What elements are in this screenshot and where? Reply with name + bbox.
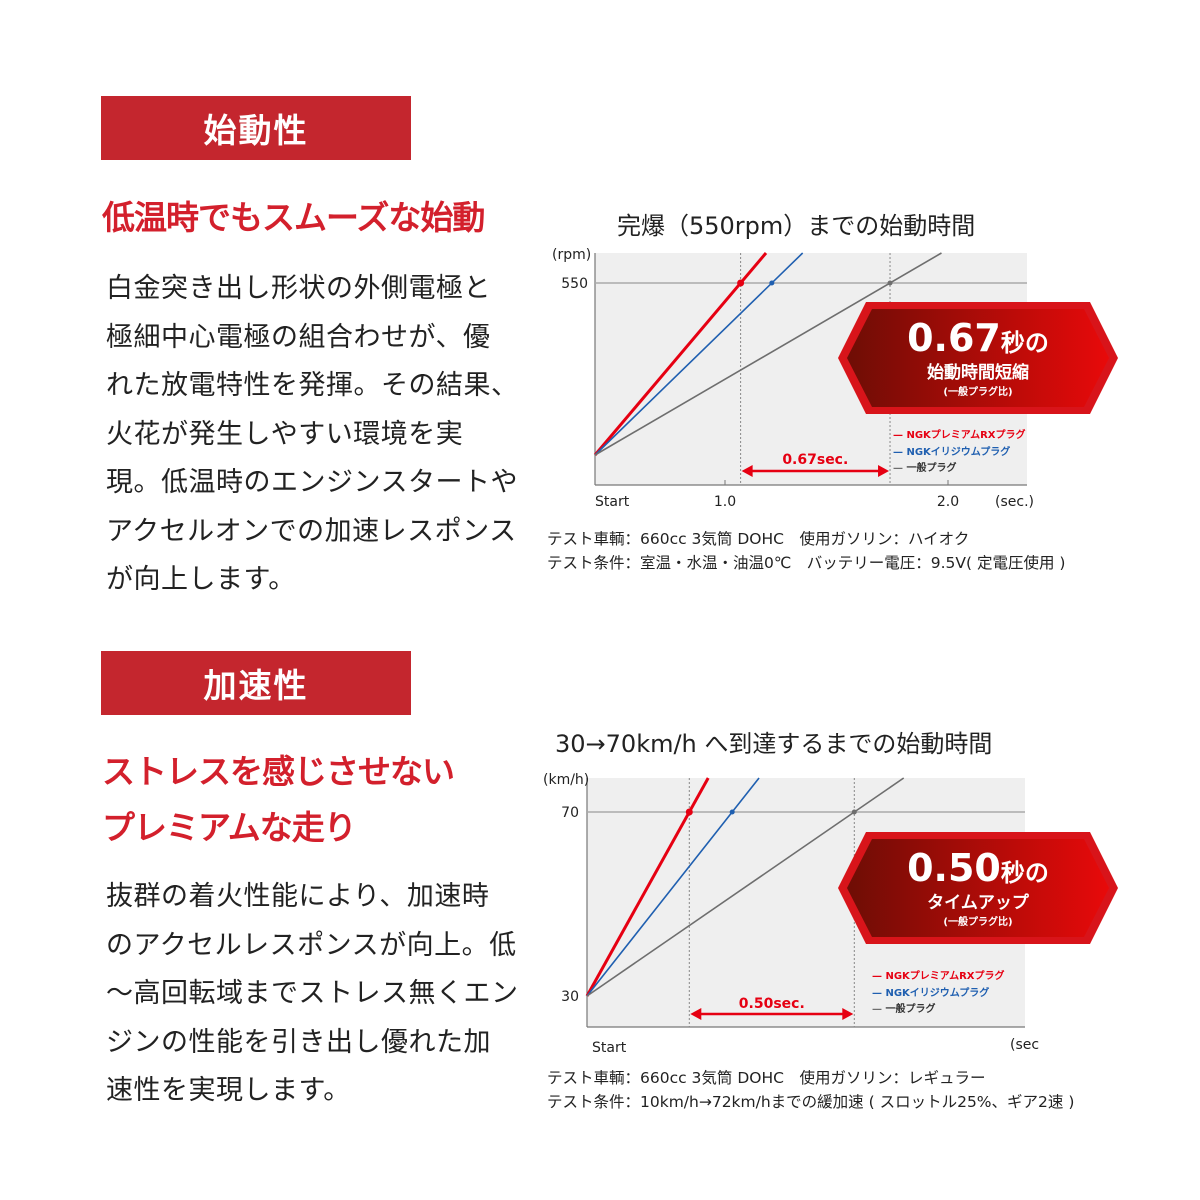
series-point (851, 809, 857, 815)
x-tick-label: Start (592, 1040, 627, 1056)
chart-title: 30→70km/h へ到達するまでの始動時間 (555, 730, 993, 758)
badge-caption: タイムアップ (927, 893, 1029, 913)
chart-legend: — NGKプレミアムRXプラグ — NGKイリジウムプラグ — 一般プラグ (893, 428, 1026, 478)
y-tick-label: 30 (561, 989, 579, 1005)
series-point (769, 280, 775, 286)
series-point (887, 280, 893, 286)
hexagon-badge-shape (838, 832, 1118, 944)
y-tick-label: 550 (561, 276, 588, 292)
body-line: 現。低温時のエンジンスタートや (106, 467, 518, 498)
y-axis-label: (km/h) (543, 772, 589, 788)
section-heading: 低温時でもスムーズな始動 (102, 198, 485, 237)
hexagon-badge-shape (838, 302, 1118, 414)
result-badge: 0.67秒の 始動時間短縮 (一般プラグ比) (836, 300, 1120, 416)
test-vehicle-note: テスト車輌：660cc 3気筒 DOHC 使用ガソリン：レギュラー (547, 1069, 986, 1087)
test-condition-note: テスト条件：室温・水温・油温0℃ バッテリー電圧：9.5V( 定電圧使用 ) (547, 554, 1066, 572)
x-axis-label: (sec.) (1010, 1037, 1040, 1053)
body-line: 白金突き出し形状の外側電極と (106, 273, 491, 304)
body-line: ジンの性能を引き出し優れた加 (106, 1026, 491, 1058)
test-condition-note: テスト条件：10km/h→72km/hまでの緩加速 ( スロットル25%、ギア2… (547, 1093, 1075, 1111)
section-body: 白金突き出し形状の外側電極と 極細中心電極の組合わせが、優 れた放電特性を発揮。… (106, 265, 519, 605)
x-axis-label: (sec.) (995, 494, 1034, 510)
body-line: が向上します。 (106, 564, 296, 595)
series-line (586, 777, 760, 997)
body-line: アクセルオンでの加速レスポンス (106, 515, 517, 547)
legend-item-standard: — 一般プラグ (893, 463, 957, 474)
x-tick-label: Start (595, 494, 630, 510)
body-line: 抜群の着火性能により、加速時 (106, 881, 490, 912)
arrow-head-right (878, 465, 890, 477)
legend-item-standard: — 一般プラグ (872, 1004, 936, 1015)
x-tick-label: 2.0 (937, 494, 959, 510)
chart-title: 完爆（550rpm）までの始動時間 (617, 212, 976, 240)
section-label-starting: 始動性 (101, 96, 411, 160)
badge-note: (一般プラグ比) (943, 917, 1013, 928)
series-point (685, 808, 693, 816)
chart-legend: — NGKプレミアムRXプラグ — NGKイリジウムプラグ — 一般プラグ (872, 969, 1005, 1019)
difference-label: 0.50sec. (739, 996, 805, 1012)
legend-item-premium: — NGKプレミアムRXプラグ (872, 971, 1005, 982)
difference-label: 0.67sec. (782, 452, 848, 468)
badge-note: (一般プラグ比) (943, 387, 1013, 398)
body-line: のアクセルレスポンスが向上。低 (106, 929, 517, 961)
arrow-head-left (741, 465, 753, 477)
section-label-acceleration: 加速性 (101, 651, 411, 715)
result-badge: 0.50秒の タイムアップ (一般プラグ比) (836, 830, 1120, 946)
body-line: れた放電特性を発揮。その結果、 (106, 370, 519, 401)
series-point (737, 279, 745, 287)
series-line (594, 252, 804, 456)
badge-value: 0.50 (907, 846, 1001, 890)
body-line: 〜高回転域までストレス無くエン (106, 978, 519, 1009)
badge-value: 0.67 (907, 316, 1001, 360)
body-line: 火花が発生しやすい環境を実 (106, 418, 464, 450)
section-body: 抜群の着火性能により、加速時 のアクセルレスポンスが向上。低 〜高回転域までスト… (106, 873, 519, 1116)
badge-caption: 始動時間短縮 (927, 363, 1029, 383)
legend-item-iridium: — NGKイリジウムプラグ (872, 987, 990, 999)
body-line: 速性を実現します。 (106, 1075, 351, 1106)
legend-item-iridium: — NGKイリジウムプラグ (893, 446, 1011, 458)
series-point (729, 809, 735, 815)
section-heading: ストレスを感じさせない プレミアムな走り (102, 744, 455, 856)
body-line: 極細中心電極の組合わせが、優 (106, 321, 491, 353)
series-line (593, 252, 768, 456)
badge-unit: 秒の (1000, 859, 1049, 887)
test-vehicle-note: テスト車輌：660cc 3気筒 DOHC 使用ガソリン：ハイオク (547, 530, 970, 548)
x-tick-label: 1.0 (714, 494, 736, 510)
badge-unit: 秒の (1000, 329, 1049, 357)
legend-item-premium: — NGKプレミアムRXプラグ (893, 430, 1026, 441)
series-line (586, 777, 905, 997)
test-notes: テスト車輌：660cc 3気筒 DOHC 使用ガソリン：ハイオク テスト条件：室… (547, 527, 1065, 575)
y-tick-label: 70 (561, 805, 579, 821)
y-axis-label: (rpm) (552, 247, 591, 263)
arrow-head-right (842, 1008, 854, 1020)
series-line (594, 252, 942, 456)
test-notes: テスト車輌：660cc 3気筒 DOHC 使用ガソリン：レギュラー テスト条件：… (547, 1066, 1074, 1114)
arrow-head-left (690, 1008, 702, 1020)
heading-line: ストレスを感じさせない (102, 752, 455, 791)
heading-line: プレミアムな走り (102, 808, 357, 847)
